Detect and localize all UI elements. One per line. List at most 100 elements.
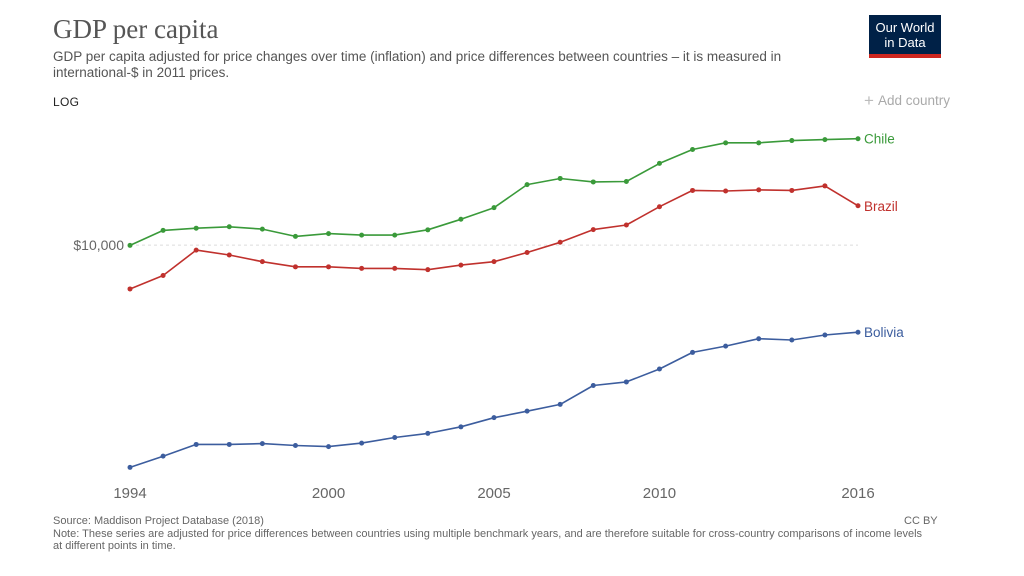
point-chile-2005 — [491, 205, 497, 211]
series-bolivia: Bolivia — [127, 325, 904, 470]
point-brazil-2010 — [656, 204, 662, 210]
point-brazil-2009 — [623, 222, 629, 228]
series-line-brazil — [129, 185, 859, 290]
point-brazil-1997 — [226, 252, 232, 258]
point-bolivia-2007 — [557, 401, 563, 407]
point-chile-2010 — [656, 160, 662, 166]
point-brazil-2016 — [855, 203, 861, 209]
x-tick-label-1994: 1994 — [113, 485, 146, 502]
series-chile: Chile — [127, 132, 895, 248]
point-brazil-2004 — [458, 262, 464, 268]
chart-title: GDP per capita — [53, 14, 219, 44]
axis-layer: $10,000 1994 2000 2005 2010 2016 — [73, 237, 874, 502]
series-brazil: Brazil — [127, 183, 898, 292]
point-bolivia-1999 — [292, 443, 298, 449]
point-brazil-1998 — [259, 259, 265, 265]
point-chile-2007 — [557, 175, 563, 181]
point-chile-2012 — [723, 140, 729, 146]
point-bolivia-2001 — [359, 440, 365, 446]
point-bolivia-1997 — [226, 441, 232, 447]
add-country-label: Add country — [877, 93, 950, 108]
point-chile-1994 — [127, 242, 133, 248]
point-brazil-2012 — [723, 188, 729, 194]
series-layer: Chile Brazil Bolivia — [127, 132, 904, 470]
point-brazil-2002 — [392, 265, 398, 271]
point-chile-1997 — [226, 224, 232, 230]
add-country-button[interactable]: + Add country — [864, 91, 958, 111]
series-line-bolivia — [129, 331, 859, 469]
point-chile-2000 — [326, 231, 332, 237]
series-label-chile: Chile — [864, 132, 895, 147]
point-chile-2006 — [524, 182, 530, 188]
point-brazil-2007 — [557, 239, 563, 245]
point-bolivia-2011 — [690, 349, 696, 355]
point-brazil-2005 — [491, 259, 497, 265]
series-label-bolivia: Bolivia — [864, 325, 904, 340]
point-brazil-2008 — [590, 227, 596, 233]
point-chile-2003 — [425, 227, 431, 233]
point-brazil-2001 — [359, 265, 365, 271]
point-brazil-2013 — [756, 187, 762, 193]
logo-line-1: Our World — [875, 20, 935, 35]
point-brazil-1999 — [292, 264, 298, 270]
chart-footer: Source: Maddison Project Database (2018)… — [53, 515, 933, 553]
point-chile-2009 — [623, 179, 629, 185]
point-brazil-1996 — [193, 247, 199, 253]
point-bolivia-2004 — [458, 424, 464, 430]
point-chile-1999 — [292, 233, 298, 239]
point-brazil-2006 — [524, 250, 530, 256]
x-tick-label-2000: 2000 — [312, 485, 345, 502]
point-bolivia-2006 — [524, 408, 530, 414]
plus-icon: + — [864, 91, 874, 110]
point-chile-2014 — [789, 138, 795, 144]
point-bolivia-2002 — [392, 435, 398, 441]
x-tick-label-2005: 2005 — [477, 485, 510, 502]
point-chile-2016 — [855, 136, 861, 142]
point-chile-1998 — [259, 226, 265, 232]
series-label-brazil: Brazil — [864, 199, 898, 214]
point-bolivia-2005 — [491, 415, 497, 421]
point-bolivia-2003 — [425, 430, 431, 436]
log-scale-toggle[interactable]: LOG — [53, 95, 80, 109]
point-brazil-2015 — [822, 183, 828, 189]
point-chile-2001 — [359, 232, 365, 238]
point-brazil-2000 — [326, 264, 332, 270]
point-bolivia-2000 — [326, 444, 332, 450]
point-bolivia-2014 — [789, 337, 795, 343]
point-bolivia-2010 — [656, 366, 662, 372]
point-brazil-1994 — [127, 286, 133, 292]
point-chile-2015 — [822, 137, 828, 143]
point-chile-2004 — [458, 216, 464, 222]
point-bolivia-2008 — [590, 383, 596, 389]
point-brazil-2003 — [425, 267, 431, 273]
logo-line-2: in Data — [884, 35, 926, 50]
owid-logo[interactable]: Our World in Data — [869, 15, 941, 58]
point-bolivia-2015 — [822, 332, 828, 338]
point-bolivia-2012 — [723, 343, 729, 349]
point-brazil-2011 — [690, 187, 696, 193]
chart-subtitle: GDP per capita adjusted for price change… — [53, 49, 782, 80]
point-brazil-1995 — [160, 273, 166, 279]
point-chile-1996 — [193, 225, 199, 231]
point-chile-2013 — [756, 140, 762, 146]
point-brazil-2014 — [789, 187, 795, 193]
point-bolivia-1998 — [259, 441, 265, 447]
series-line-chile — [129, 137, 859, 247]
point-bolivia-1994 — [127, 464, 133, 470]
x-tick-label-2016: 2016 — [841, 485, 874, 502]
note-text: Note: These series are adjusted for pric… — [53, 527, 923, 553]
source-text: Source: Maddison Project Database (2018) — [53, 515, 264, 527]
y-tick-label-0: $10,000 — [73, 237, 124, 253]
point-bolivia-2009 — [623, 379, 629, 385]
point-chile-1995 — [160, 227, 166, 233]
point-bolivia-2016 — [855, 329, 861, 335]
x-tick-label-2010: 2010 — [643, 485, 676, 502]
point-chile-2008 — [590, 179, 596, 185]
point-chile-2002 — [392, 232, 398, 238]
point-chile-2011 — [690, 147, 696, 153]
point-bolivia-1995 — [160, 453, 166, 459]
point-bolivia-1996 — [193, 441, 199, 447]
license-link[interactable]: CC BY — [904, 515, 938, 527]
point-bolivia-2013 — [756, 336, 762, 342]
